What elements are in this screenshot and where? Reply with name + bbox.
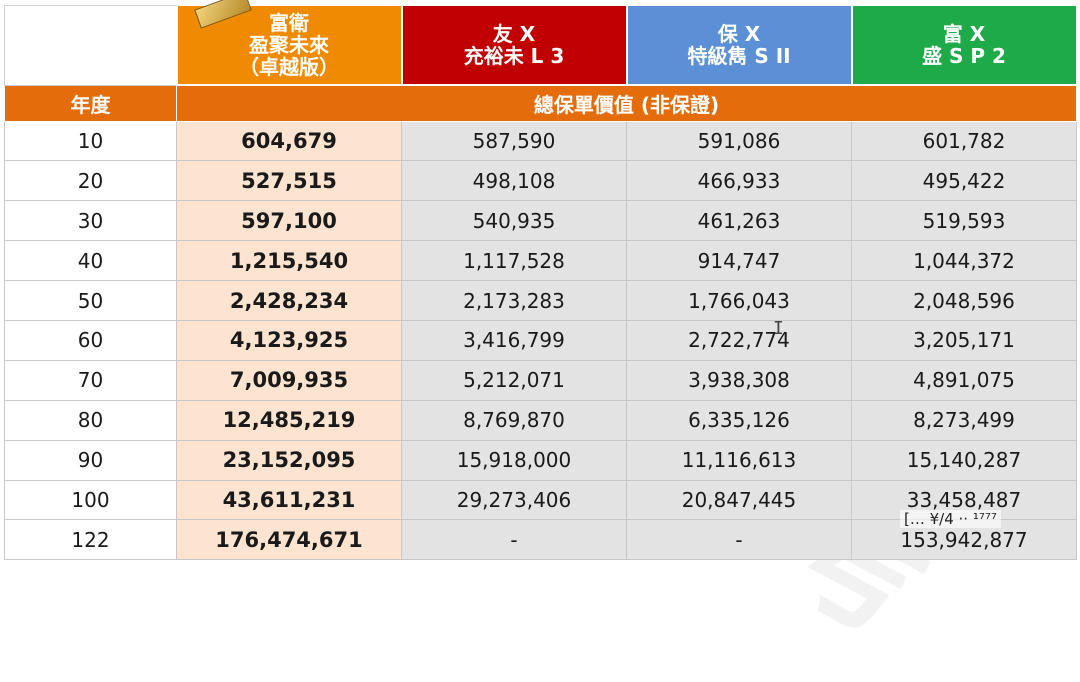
value-cell-col-0: 2,428,234	[176, 280, 402, 321]
value-cell-col-0: 604,679	[176, 120, 402, 162]
year-cell: 30	[4, 200, 177, 242]
value-cell-col-1: 8,769,870	[401, 399, 627, 441]
year-header: 年度	[4, 84, 177, 122]
value-band-header: 總保單價值 (非保證)	[176, 84, 1077, 122]
value-cell-col-3: 8,273,499	[851, 399, 1077, 441]
value-cell-col-1: 29,273,406	[401, 479, 627, 521]
column-header-3: 富 X 盛 S P 2	[850, 4, 1078, 86]
table-row: 90 23,152,095 15,918,000 11,116,613 15,140,2…	[4, 439, 1077, 481]
value-cell-col-2: 914,747	[626, 240, 852, 282]
value-cell-col-3: 2,048,596	[851, 280, 1077, 321]
value-cell-col-0: 597,100	[176, 200, 402, 242]
header-empty-cell	[4, 4, 177, 86]
value-cell-col-3: 15,140,287	[851, 439, 1077, 481]
value-cell-col-0: 527,515	[176, 160, 402, 202]
year-cell: 20	[4, 160, 177, 202]
year-cell: 50	[4, 280, 177, 321]
table-row: 100 43,611,231 29,273,406 20,847,445 33,458,…	[4, 479, 1077, 521]
value-cell-col-0: 4,123,925	[176, 319, 402, 361]
value-cell-col-0: 176,474,671	[176, 519, 402, 561]
column-header-3-line2: 盛 S P 2	[922, 44, 1006, 68]
value-cell-col-1: 5,212,071	[401, 359, 627, 401]
table-body: 10 604,679 587,590 591,086 601,782 20 527,515 4…	[4, 120, 1077, 561]
value-cell-col-2: -	[626, 519, 852, 561]
value-cell-col-1: -	[401, 519, 627, 561]
column-header-2-line1: 保 X	[717, 22, 761, 46]
column-header-2-line2: 特級雋 S II	[687, 44, 791, 68]
value-cell-col-1: 2,173,283	[401, 280, 627, 321]
value-cell-col-1: 587,590	[401, 120, 627, 162]
value-cell-col-1: 3,416,799	[401, 319, 627, 361]
value-cell-col-1: 15,918,000	[401, 439, 627, 481]
value-cell-col-2: 2,722,774	[626, 319, 852, 361]
overlay-text: [… ¥/4 ·· ¹⁷⁷⁷	[900, 510, 1001, 528]
table-row: 10 604,679 587,590 591,086 601,782	[4, 120, 1077, 162]
year-cell: 100	[4, 479, 177, 521]
value-cell-col-0: 43,611,231	[176, 479, 402, 521]
column-header-0-line2: 盈聚未來	[249, 33, 329, 57]
text-cursor-icon: I	[773, 318, 784, 339]
value-cell-col-2: 591,086	[626, 120, 852, 162]
table-row: 60 4,123,925 3,416,799 2,722,774 3,205,171	[4, 319, 1077, 361]
header-row: 富衛 盈聚未來 （卓越版） 友 X 充裕未 L 3 保 X 特級雋 S II 富…	[4, 4, 1078, 86]
band-row: 年度 總保單價值 (非保證)	[4, 84, 1077, 122]
column-header-0-line1: 富衛	[269, 11, 309, 35]
value-cell-col-2: 466,933	[626, 160, 852, 202]
value-cell-col-0: 1,215,540	[176, 240, 402, 282]
year-cell: 80	[4, 399, 177, 441]
value-cell-col-3: 1,044,372	[851, 240, 1077, 282]
value-cell-col-2: 6,335,126	[626, 399, 852, 441]
value-cell-col-0: 23,152,095	[176, 439, 402, 481]
table-row: 80 12,485,219 8,769,870 6,335,126 8,273,499	[4, 399, 1077, 441]
year-cell: 70	[4, 359, 177, 401]
table-row: 40 1,215,540 1,117,528 914,747 1,044,372	[4, 240, 1077, 282]
value-cell-col-1: 540,935	[401, 200, 627, 242]
year-cell: 90	[4, 439, 177, 481]
value-cell-col-2: 3,938,308	[626, 359, 852, 401]
comparison-table: 富衛 盈聚未來 （卓越版） 友 X 充裕未 L 3 保 X 特級雋 S II 富…	[4, 4, 1078, 561]
column-header-1: 友 X 充裕未 L 3	[400, 4, 628, 86]
value-cell-col-3: 519,593	[851, 200, 1077, 242]
column-header-3-line1: 富 X	[942, 22, 986, 46]
column-header-1-line1: 友 X	[492, 22, 536, 46]
value-cell-col-2: 1,766,043	[626, 280, 852, 321]
table-row: 20 527,515 498,108 466,933 495,422	[4, 160, 1077, 202]
year-cell: 60	[4, 319, 177, 361]
table-row: 50 2,428,234 2,173,283 1,766,043 2,048,596	[4, 280, 1077, 321]
value-cell-col-2: 20,847,445	[626, 479, 852, 521]
column-header-1-line2: 充裕未 L 3	[463, 44, 565, 68]
year-cell: 122	[4, 519, 177, 561]
table-row: 30 597,100 540,935 461,263 519,593	[4, 200, 1077, 242]
table-row: 70 7,009,935 5,212,071 3,938,308 4,891,075	[4, 359, 1077, 401]
value-cell-col-3: 3,205,171	[851, 319, 1077, 361]
value-cell-col-2: 461,263	[626, 200, 852, 242]
value-cell-col-0: 12,485,219	[176, 399, 402, 441]
year-cell: 40	[4, 240, 177, 282]
year-cell: 10	[4, 120, 177, 162]
column-header-2: 保 X 特級雋 S II	[625, 4, 853, 86]
value-cell-col-0: 7,009,935	[176, 359, 402, 401]
column-header-0-line3: （卓越版）	[239, 55, 339, 79]
value-cell-col-3: 4,891,075	[851, 359, 1077, 401]
value-cell-col-1: 1,117,528	[401, 240, 627, 282]
value-cell-col-3: 601,782	[851, 120, 1077, 162]
value-cell-col-1: 498,108	[401, 160, 627, 202]
value-cell-col-3: 495,422	[851, 160, 1077, 202]
value-cell-col-2: 11,116,613	[626, 439, 852, 481]
